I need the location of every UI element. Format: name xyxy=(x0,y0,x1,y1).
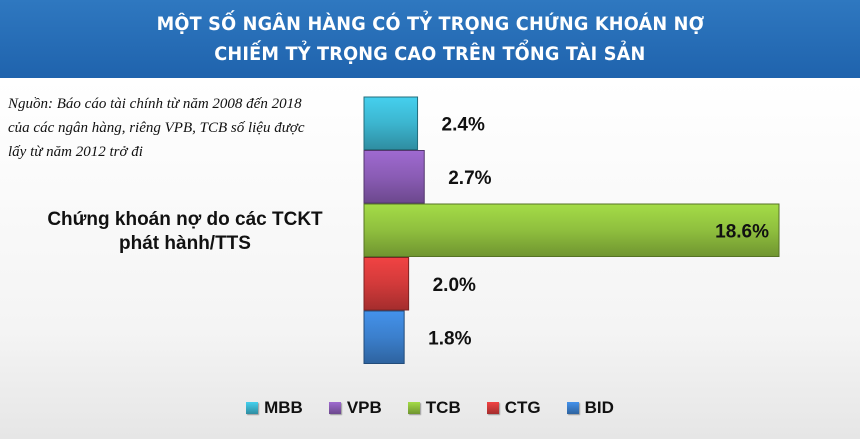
legend-label-bid: BID xyxy=(584,398,614,417)
data-label-mbb: 2.4% xyxy=(442,114,485,135)
chart-title-line-1: MỘT SỐ NGÂN HÀNG CÓ TỶ TRỌNG CHỨNG KHOÁN… xyxy=(156,13,704,35)
bar-bid xyxy=(363,310,405,364)
legend-item-vpb: VPB xyxy=(328,398,382,418)
legend-swatch-mbb xyxy=(246,402,259,414)
source-note: Nguồn: Báo cáo tài chính từ năm 2008 đến… xyxy=(8,92,348,164)
data-label-vpb: 2.7% xyxy=(448,168,491,189)
legend-label-ctg: CTG xyxy=(504,398,541,417)
title-banner: MỘT SỐ NGÂN HÀNG CÓ TỶ TRỌNG CHỨNG KHOÁN… xyxy=(0,0,860,78)
legend-item-mbb: MBB xyxy=(246,398,303,418)
legend-label-vpb: VPB xyxy=(346,398,382,417)
data-label-ctg: 2.0% xyxy=(433,275,476,296)
source-line-3: lấy từ năm 2012 trở đi xyxy=(8,144,143,160)
legend-swatch-vpb xyxy=(328,402,341,414)
bar-ctg xyxy=(363,257,410,311)
category-label: Chứng khoán nợ do các TCKT phát hành/TTS xyxy=(0,208,370,256)
legend-item-bid: BID xyxy=(566,398,614,418)
bar-vpb xyxy=(363,150,425,204)
chart-title-line-2: CHIẾM TỶ TRỌNG CAO TRÊN TỔNG TÀI SẢN xyxy=(214,43,646,65)
bar-mbb xyxy=(363,96,419,150)
category-label-line-1: Chứng khoán nợ do các TCKT xyxy=(47,209,323,230)
legend-swatch-tcb xyxy=(407,402,420,414)
legend-swatch-ctg xyxy=(486,402,499,414)
legend-swatch-bid xyxy=(566,402,579,414)
legend-item-ctg: CTG xyxy=(486,398,541,418)
bar-tcb xyxy=(363,203,780,257)
legend-label-mbb: MBB xyxy=(264,398,303,417)
category-label-line-2: phát hành/TTS xyxy=(119,233,251,254)
source-line-1: Nguồn: Báo cáo tài chính từ năm 2008 đến… xyxy=(8,96,302,112)
legend-item-tcb: TCB xyxy=(407,398,461,418)
plot-area xyxy=(0,80,860,439)
data-label-bid: 1.8% xyxy=(428,328,471,349)
legend: MBB VPB TCB CTG BID xyxy=(0,396,860,420)
data-label-tcb: 18.6% xyxy=(715,221,769,242)
source-line-2: của các ngân hàng, riêng VPB, TCB số liệ… xyxy=(8,120,305,136)
legend-label-tcb: TCB xyxy=(425,398,461,417)
